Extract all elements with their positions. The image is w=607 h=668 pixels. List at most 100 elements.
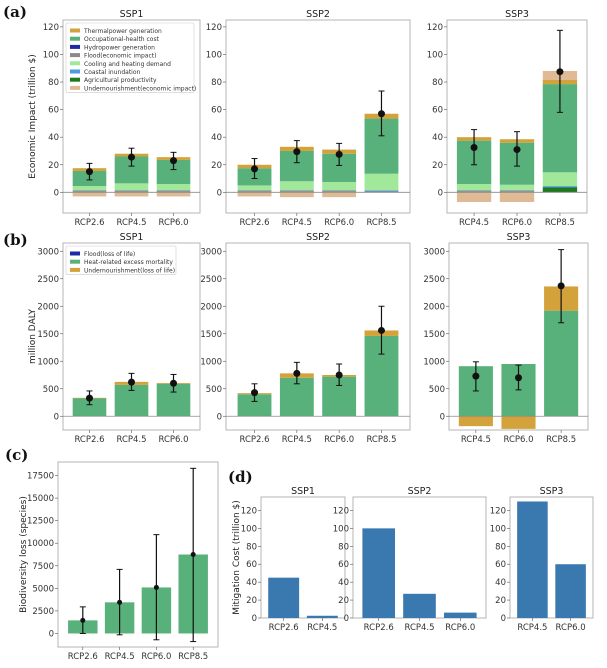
legend-box (65, 245, 177, 275)
panel-d-ssp3-ytick-label: 80 (495, 542, 506, 552)
panel-a-ssp1-bar-segment (72, 186, 107, 191)
panel-c-xtick-label: RCP6.0 (141, 652, 171, 662)
legend-swatch (70, 36, 80, 41)
panel-d-ssp1-ytick-label: 0 (252, 614, 257, 624)
panel-b-ssp3-mean-point (515, 374, 522, 382)
panel-a-ssp2-bar-segment (237, 192, 272, 197)
panel-b-ssp3-bar-segment (458, 416, 493, 427)
panel-b-ssp1-mean-point (128, 378, 135, 386)
panel-a-ssp1-ytick-label: 80 (48, 78, 59, 88)
panel-a-ssp2-bar-segment (237, 185, 272, 191)
panel-c-ylabel: Biodiversity loss (species) (19, 496, 29, 613)
panel-a-ssp3-bar-segment (456, 184, 492, 191)
panel-a-ssp2-mean-point (335, 150, 343, 158)
panel-b-ssp3-bar-segment (501, 416, 536, 429)
panel-b-ssp3-xtick-label: RCP8.5 (546, 435, 576, 445)
legend-entry-label: Flood(economic impact) (84, 53, 156, 60)
panel-d-ssp2-ytick-label: 100 (333, 524, 349, 534)
panel-b-ssp2-ytick-label: 2500 (200, 275, 222, 285)
panel-d-ssp1-ytick-label: 80 (246, 542, 257, 552)
panel-a-ssp2-xtick-label: RCP6.0 (324, 218, 354, 228)
panel-a-ssp1-xtick-label: RCP6.0 (158, 218, 188, 228)
panel-a-ssp2-mean-point (251, 165, 259, 173)
panel-d-ssp2-ytick-label: 80 (338, 542, 349, 552)
panel-c-ytick-label: 0 (49, 629, 54, 639)
panel-b-ssp3-title: SSP3 (507, 232, 531, 243)
panel-b-ssp3-mean-point (472, 372, 480, 380)
panel-a-ssp2-mean-point (377, 110, 385, 118)
panel-d-ssp3-ytick-label: 20 (495, 596, 506, 606)
panel-b-ssp2-ytick-label: 500 (206, 385, 222, 395)
panel-a-ssp3-ytick-label: 60 (432, 106, 443, 116)
panel-a-ssp3-xtick-label: RCP6.0 (502, 218, 532, 228)
panel-b-ssp1-ytick-label: 2500 (37, 275, 59, 285)
panel-d-ssp1-ytick-label: 20 (246, 596, 257, 606)
panel-b-ssp1-title: SSP1 (120, 232, 144, 243)
legend-entry-label: Cooling and heating demand (84, 61, 171, 68)
panel-a-ssp3-ytick-label: 100 (427, 50, 443, 60)
panel-a-ssp3-bar-segment (542, 187, 578, 193)
panel-b-ssp1-xtick-label: RCP2.6 (74, 435, 104, 445)
panel-b-ssp3-ytick-label: 3000 (423, 247, 445, 257)
panel-a-ssp1-ytick-label: 0 (54, 188, 59, 198)
legend-swatch (70, 85, 80, 90)
panel-a-ssp3-bar-segment (456, 192, 492, 202)
panel-d-ssp1-bar (268, 577, 300, 618)
panel-a-ssp2-axes: 0 20 40 60 80 100 120 SSP2 RCP2.6 RCP4.5 RCP6.0 RCP… (206, 9, 411, 228)
panel-a-ssp3-bar-segment (456, 190, 492, 192)
panel-a-ssp2-bar-segment (322, 181, 357, 191)
panel-b-ssp2-xtick-label: RCP8.5 (366, 435, 396, 445)
panel-b-ssp2-ytick-label: 1000 (200, 357, 222, 367)
panel-a-ssp2-ytick-label: 120 (206, 23, 222, 33)
panel-a-ssp3-bar-segment (542, 186, 578, 188)
panel-d-ssp1-ytick-label: 120 (241, 506, 257, 516)
panel-a-ssp1-bar-segment (156, 192, 191, 197)
legend-swatch (70, 61, 80, 66)
panel-a-ssp2-bar-segment (279, 181, 314, 191)
panel-c-ytick-label: 12500 (27, 517, 54, 527)
panel-d-ssp1-ytick-label: 100 (241, 524, 257, 534)
panel-b-ssp2-mean-point (251, 389, 259, 397)
panel-a-ssp1-bar-segment (114, 190, 149, 192)
panel-a-ssp1-bar-segment (156, 190, 191, 192)
panel-d-ssp3-ytick-label: 60 (495, 560, 506, 570)
panel-a-ssp2-bar-segment (279, 190, 314, 192)
panel-d-ylabel: Mitigation Cost (trillion $) (232, 500, 242, 615)
panel-b-ssp1-ytick-label: 1500 (37, 330, 59, 340)
panel-c-mean-point (190, 552, 196, 557)
panel-a-ssp1-mean-point (170, 157, 178, 165)
panel-a-ssp2-bar-segment (364, 190, 399, 193)
panel-a-ssp3-bar-segment (499, 192, 535, 202)
panel-a-ssp3-xtick-label: RCP8.5 (545, 218, 575, 228)
panel-a-ssp2-xtick-label: RCP2.6 (239, 218, 269, 228)
panel-d-ssp1-bar (306, 615, 338, 618)
legend-entry-label: Flood(loss of life) (84, 251, 135, 258)
panel-b-ssp1-xtick-label: RCP4.5 (116, 435, 146, 445)
panel-d-ssp3-axes: 0 20 40 60 80 100 120 SSP3 RCP4.5 RCP6.0 (490, 486, 594, 633)
panel-b-ssp2-xtick-label: RCP4.5 (282, 435, 312, 445)
panel-b-ssp1-bar-segment (72, 398, 107, 417)
panel-a-ssp3-bar-segment (542, 172, 578, 187)
panel-b-ssp2-title: SSP2 (306, 232, 330, 243)
legend-swatch (70, 259, 80, 264)
panel-c-ytick-label: 7500 (32, 562, 54, 572)
panel-b-ssp3-ytick-label: 2000 (423, 302, 445, 312)
legend-entry-label: Coastal inundation (84, 69, 141, 76)
panel-d-ssp1-ytick-label: 40 (246, 578, 257, 588)
panel-c-xtick-label: RCP8.5 (178, 652, 208, 662)
panel-b-ssp1-ytick-label: 2000 (37, 302, 59, 312)
panel-a-ssp1-bar-segment (114, 192, 149, 197)
legend-swatch (70, 267, 80, 272)
panel-c-mean-point (117, 599, 123, 605)
panel-c-xtick-label: RCP4.5 (105, 652, 135, 662)
panel-a-ssp3-ytick-label: 80 (432, 78, 443, 88)
panel-d-ssp3-ytick-label: 40 (495, 578, 506, 588)
legend-swatch (70, 69, 80, 74)
panel-a-ssp1-mean-point (85, 168, 93, 176)
panel-b-ssp1-mean-point (85, 394, 93, 402)
panel-b-ssp1-ytick-label: 0 (54, 412, 59, 422)
panel-a-ssp1-ytick-label: 120 (43, 23, 59, 33)
panel-d-ssp2-bar (443, 612, 477, 618)
panel-d-ssp2-ytick-label: 60 (338, 560, 349, 570)
panel-b-ssp2-ytick-label: 2000 (200, 302, 222, 312)
